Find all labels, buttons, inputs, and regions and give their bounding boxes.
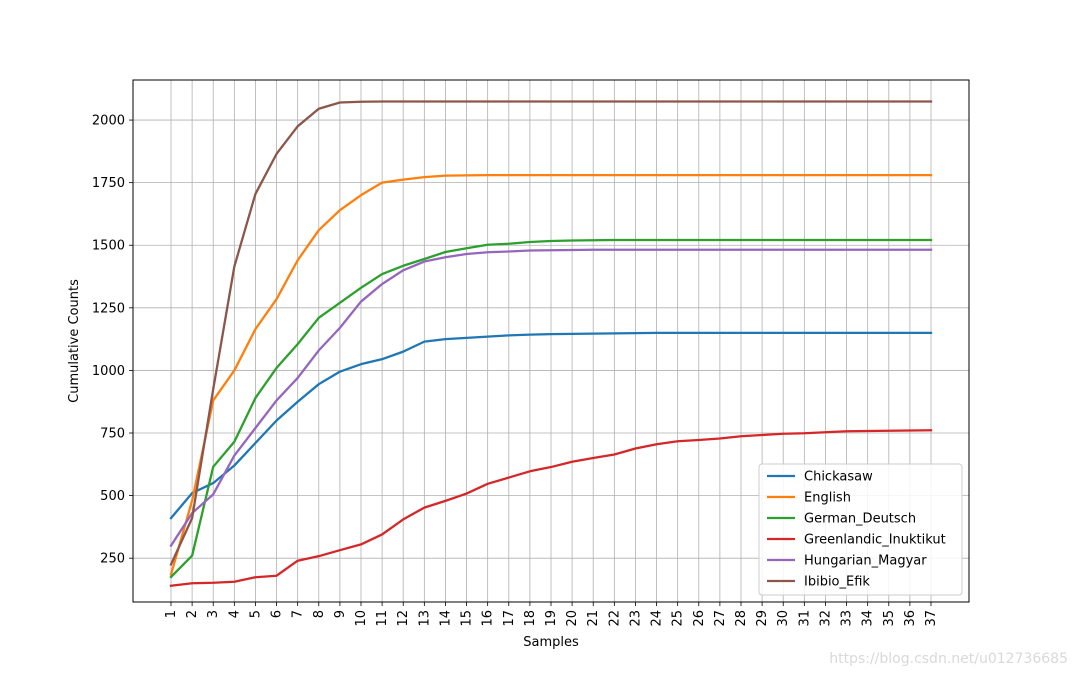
x-tick-label: 20 <box>565 610 580 627</box>
x-tick-label: 3 <box>206 610 221 618</box>
series-line-german-deutsch <box>169 238 933 579</box>
y-tick-label: 1750 <box>92 176 125 191</box>
x-tick-label: 4 <box>227 610 242 618</box>
x-tick-label: 14 <box>438 610 453 627</box>
watermark-text: https://blog.csdn.net/u012736685 <box>829 651 1068 667</box>
y-tick-label: 500 <box>100 489 125 504</box>
x-tick-label: 2 <box>185 610 200 618</box>
x-tick-label: 1 <box>164 610 179 618</box>
y-tick-label: 1250 <box>92 301 125 316</box>
x-axis-label: Samples <box>523 635 579 650</box>
x-tick-label: 36 <box>903 610 918 627</box>
x-tick-label: 8 <box>312 610 327 618</box>
x-tick-label: 21 <box>586 610 601 627</box>
legend-entry: Chickasaw <box>804 470 873 485</box>
y-tick-label: 250 <box>100 552 125 567</box>
series-line-ibibio-efik <box>169 100 933 566</box>
x-tick-label: 35 <box>882 610 897 627</box>
series-line-greenlandic-inuktikut <box>169 429 933 588</box>
x-tick-label: 30 <box>776 610 791 627</box>
x-tick-label: 12 <box>396 610 411 627</box>
x-tick-label: 10 <box>354 610 369 627</box>
x-tick-label: 19 <box>544 610 559 627</box>
x-tick-label: 22 <box>607 610 622 627</box>
x-tick-label: 5 <box>248 610 263 618</box>
series-line-english <box>169 173 933 576</box>
x-tick-label: 7 <box>291 610 306 618</box>
legend-box <box>758 463 963 596</box>
legend: Chickasaw English German_Deutsch Greenlandi… <box>758 463 963 596</box>
y-tick-label: 1000 <box>92 364 125 379</box>
x-tick-label: 25 <box>671 610 686 627</box>
x-tick-label: 26 <box>692 610 707 627</box>
x-tick-label: 27 <box>713 610 728 627</box>
x-tick-label: 6 <box>270 610 285 618</box>
x-tick-label: 31 <box>797 610 812 627</box>
x-tick-label: 32 <box>818 610 833 627</box>
x-axis-ticks: 1 2 3 4 5 6 7 8 9 10 11 12 13 14 15 16 17 18 19 20 21 22 23 24 2… <box>164 602 939 627</box>
x-tick-label: 18 <box>523 610 538 627</box>
series-lines <box>169 100 933 588</box>
x-tick-label: 9 <box>333 610 348 618</box>
x-tick-label: 11 <box>375 610 390 627</box>
x-tick-label: 33 <box>840 610 855 627</box>
y-tick-label: 2000 <box>92 114 125 129</box>
y-axis-label: Cumulative Counts <box>67 279 82 403</box>
legend-entry: Greenlandic_Inuktikut <box>804 533 946 548</box>
x-tick-label: 28 <box>734 610 749 627</box>
series-line-chickasaw <box>169 331 933 520</box>
x-tick-label: 34 <box>861 610 876 627</box>
x-tick-label: 15 <box>460 610 475 627</box>
x-tick-label: 24 <box>650 610 665 627</box>
y-tick-label: 750 <box>100 427 125 442</box>
y-tick-label: 1500 <box>92 239 125 254</box>
legend-entry: Hungarian_Magyar <box>804 554 927 569</box>
x-tick-label: 16 <box>481 610 496 627</box>
x-tick-label: 29 <box>755 610 770 627</box>
x-tick-label: 13 <box>417 610 432 627</box>
y-axis-ticks: 250 500 750 1000 1250 1500 1750 2000 <box>92 114 133 567</box>
x-tick-label: 17 <box>502 610 517 627</box>
legend-entry: German_Deutsch <box>804 512 916 527</box>
x-tick-label: 23 <box>628 610 643 627</box>
series-line-hungarian-magyar <box>169 248 933 548</box>
legend-entry: Ibibio_Efik <box>804 575 870 590</box>
x-tick-label: 37 <box>924 610 939 627</box>
legend-entry: English <box>804 491 851 506</box>
